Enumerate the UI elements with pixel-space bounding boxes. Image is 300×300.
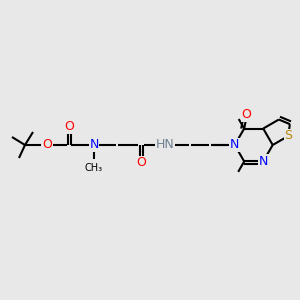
Text: N: N (259, 155, 268, 168)
Text: N: N (230, 139, 239, 152)
Text: O: O (241, 108, 251, 121)
Text: S: S (284, 130, 292, 142)
Text: CH₃: CH₃ (85, 163, 103, 173)
Text: O: O (136, 157, 146, 169)
Text: O: O (42, 139, 52, 152)
Text: O: O (64, 121, 74, 134)
Text: N: N (89, 139, 99, 152)
Text: HN: HN (156, 139, 174, 152)
